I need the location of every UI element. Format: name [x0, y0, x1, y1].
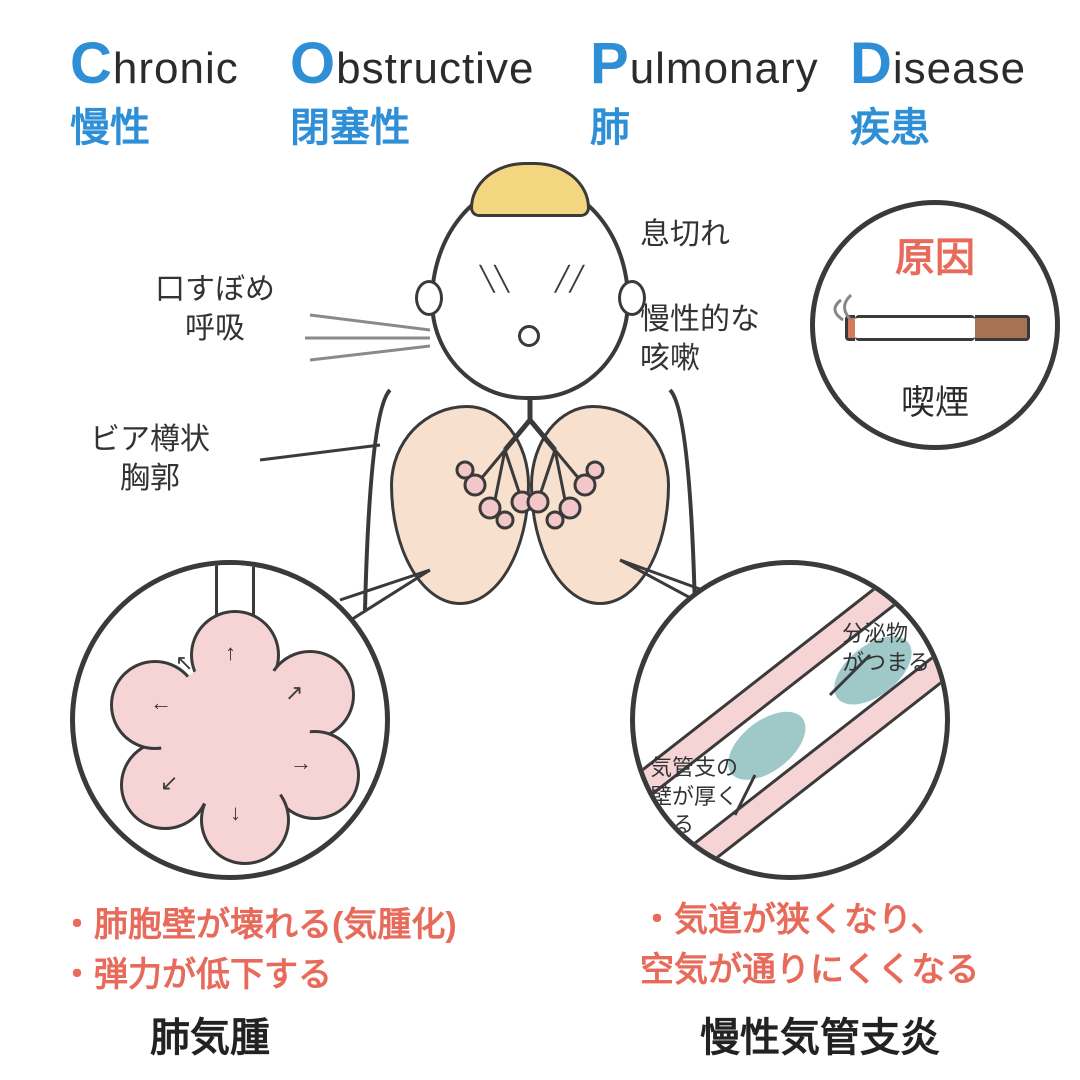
alveolus-icon: ↑ ↗ → ↓ ↙ ← ↖	[120, 620, 350, 850]
emphysema-title: 肺気腫	[150, 1005, 270, 1063]
bronchitis-title: 慢性気管支炎	[700, 1005, 940, 1063]
bronchitis-note-2: 空気が通りにくくなる	[640, 945, 979, 996]
bronchitis-detail: 分泌物 がつまる 気管支の 壁が厚く なる	[630, 560, 950, 880]
bronchitis-note-1: ・気道が狭くなり、	[640, 895, 945, 946]
emphysema-detail: ↑ ↗ → ↓ ↙ ← ↖	[70, 560, 390, 880]
inner-leaders	[635, 565, 950, 880]
emphysema-note-2: ・弾力が低下する	[60, 950, 332, 1001]
emphysema-note-1: ・肺胞壁が壊れる(気腫化)	[60, 900, 457, 951]
